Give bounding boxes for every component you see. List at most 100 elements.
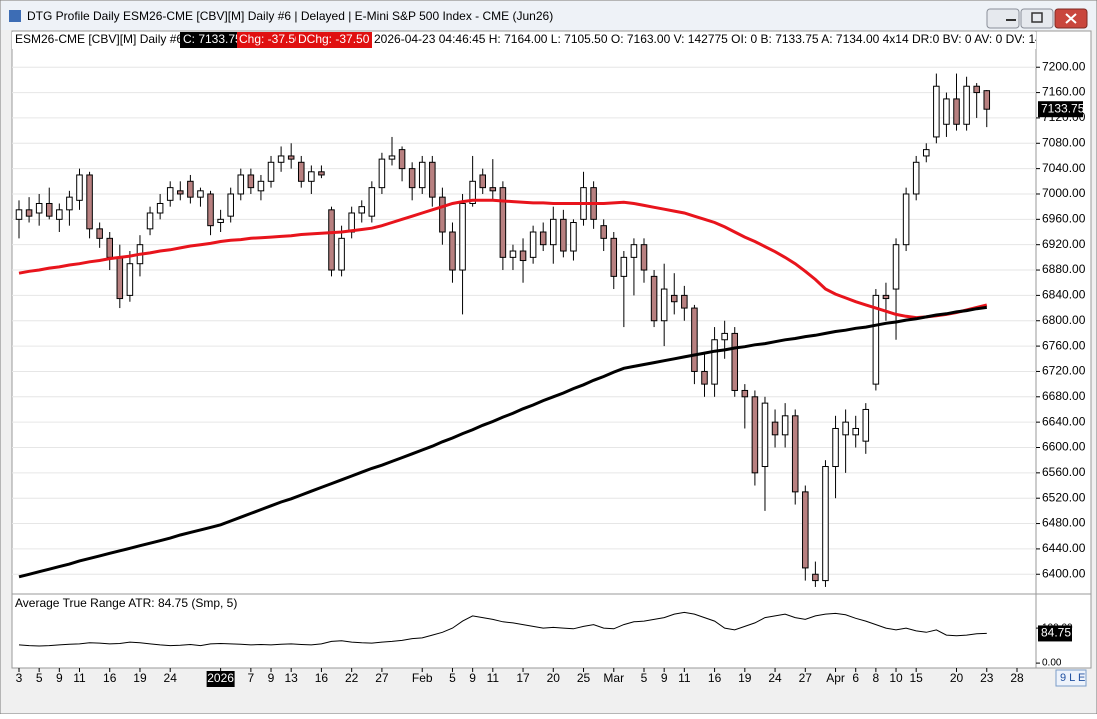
- candle-body: [741, 389, 749, 398]
- candle-body: [529, 231, 537, 258]
- candle-body: [499, 187, 507, 258]
- candle-body: [177, 190, 184, 195]
- app-icon: [9, 10, 21, 22]
- candle-body: [882, 294, 890, 300]
- x-tick-highlight: [206, 671, 235, 687]
- y-tick-label: 6480.00: [1042, 516, 1086, 530]
- window-buttons[interactable]: [986, 8, 1088, 29]
- candle-body: [217, 218, 224, 224]
- minimize-icon: [1006, 19, 1016, 21]
- candle-body: [802, 491, 809, 569]
- maximize-icon: [1031, 12, 1043, 23]
- x-tick-label: 9: [469, 671, 476, 685]
- change-label: Chg: -37.50: [239, 32, 302, 46]
- candle-body: [267, 161, 275, 182]
- x-tick-label: Feb: [412, 671, 433, 685]
- y-tick-label: 6560.00: [1042, 465, 1086, 479]
- candle-body: [388, 155, 396, 160]
- candle-body: [812, 573, 819, 582]
- candle-body: [469, 180, 476, 204]
- candle-body: [187, 180, 194, 198]
- y-tick-label: 7200.00: [1042, 59, 1086, 73]
- x-tick-label: 20: [950, 671, 964, 685]
- y-tick-label: 7160.00: [1042, 85, 1086, 99]
- candle-body: [902, 193, 910, 246]
- candle-body: [96, 228, 103, 239]
- candle-body: [660, 288, 668, 322]
- x-tick-label: 13: [285, 671, 299, 685]
- y-tick-label: 6960.00: [1042, 212, 1086, 226]
- candle-body: [973, 85, 980, 94]
- x-tick-label: 24: [768, 671, 782, 685]
- atr-line: [18, 611, 987, 647]
- price-axis: [1035, 30, 1092, 669]
- candle-body: [570, 222, 577, 252]
- candle-body: [247, 174, 255, 189]
- day-change-badge: [296, 32, 372, 48]
- candle-body: [156, 202, 164, 214]
- y-tick-label: 7000.00: [1042, 186, 1086, 200]
- y-tick-label: 6880.00: [1042, 262, 1086, 276]
- candle-body: [751, 396, 759, 474]
- candle-body: [277, 155, 285, 163]
- atr-last-label: 84.75: [1041, 626, 1071, 640]
- x-tick-label: 27: [375, 671, 389, 685]
- x-tick-label: 9: [268, 671, 275, 685]
- candle-body: [86, 174, 93, 230]
- window-title: DTG Profile Daily ESM26-CME [CBV][M] Dai…: [27, 9, 553, 23]
- x-tick-label: 11: [678, 671, 691, 685]
- candle-body: [237, 174, 245, 195]
- y-tick-label: 6640.00: [1042, 414, 1086, 428]
- candle-body: [711, 339, 718, 385]
- y-tick-label: 6840.00: [1042, 288, 1086, 302]
- candle-body: [25, 209, 33, 217]
- x-tick-label: 8: [873, 671, 880, 685]
- x-tick-label: 23: [980, 671, 994, 685]
- candle-body: [852, 427, 859, 436]
- minimize-button[interactable]: [986, 8, 1020, 29]
- candle-body: [287, 155, 295, 160]
- candle-body: [691, 307, 698, 372]
- candle-body: [943, 98, 950, 125]
- candle-body: [862, 408, 870, 442]
- candle-body: [76, 174, 83, 201]
- candle-body: [842, 421, 849, 436]
- candle-body: [721, 332, 728, 341]
- candle-body: [338, 237, 345, 271]
- x-tick-label: 19: [133, 671, 147, 685]
- symbol-label: ESM26-CME [CBV][M] Daily #6: [15, 32, 183, 46]
- x-tick-label: 16: [708, 671, 722, 685]
- candle-body: [519, 250, 527, 262]
- candle-body: [822, 466, 829, 582]
- maximize-button[interactable]: [1020, 8, 1054, 29]
- candle-body: [308, 171, 315, 182]
- candle-body: [539, 231, 547, 246]
- candle-body: [771, 421, 779, 436]
- x-tick-label: 6: [852, 671, 859, 685]
- candle-body: [429, 161, 436, 198]
- scale-button[interactable]: [1055, 669, 1087, 687]
- close-badge: [180, 32, 237, 48]
- candle-body: [761, 402, 769, 468]
- close-icon: [1065, 13, 1077, 24]
- x-tick-label: 17: [516, 671, 530, 685]
- x-tick-label: 25: [577, 671, 591, 685]
- x-tick-label: 3: [16, 671, 23, 685]
- candle-body: [610, 237, 618, 277]
- x-tick-label: 5: [36, 671, 43, 685]
- candle-body: [66, 196, 73, 211]
- x-tick-label: 9: [56, 671, 63, 685]
- y-tick-label: 6760.00: [1042, 338, 1086, 352]
- candle-body: [963, 85, 970, 125]
- candle-body: [146, 212, 154, 230]
- x-tick-label: 11: [487, 671, 500, 685]
- scale-button-label[interactable]: 9 L E: [1060, 672, 1085, 684]
- candle-body: [509, 250, 517, 258]
- candle-body: [933, 85, 940, 138]
- candle-body: [197, 190, 204, 198]
- y-tick-label: 6400.00: [1042, 566, 1086, 580]
- x-tick-label: 5: [449, 671, 456, 685]
- x-tick-label: 16: [103, 671, 117, 685]
- x-tick-label: 20: [547, 671, 561, 685]
- change-badge: [237, 32, 296, 48]
